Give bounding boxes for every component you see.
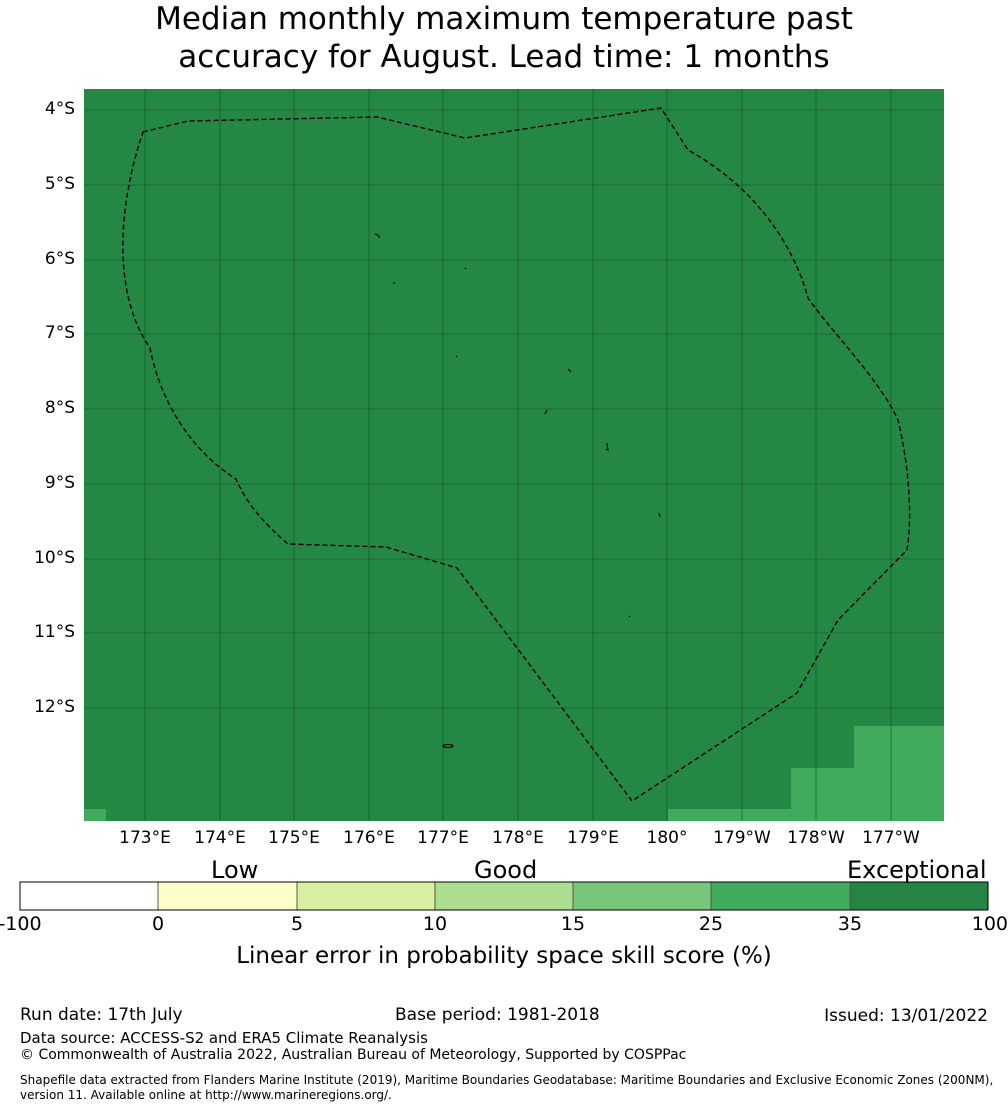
lat-label: 12°S [34,697,75,717]
lon-label: 174°E [194,828,246,848]
lat-label: 4°S [44,99,75,119]
cell-patch [668,809,792,821]
colorbar [19,881,989,911]
island [544,409,548,415]
colorbar-segment [573,882,711,910]
colorbar-segment [158,882,297,910]
lat-label: 9°S [44,473,75,493]
title-line-1: Median monthly maximum temperature past [155,1,853,37]
lon-label: 177°W [862,828,920,848]
copyright: © Commonwealth of Australia 2022, Austra… [20,1047,687,1063]
colorbar-segment [850,882,988,910]
map-background [84,89,944,821]
gridlines [84,89,944,821]
cell-patch [84,809,106,821]
legend-category-exceptional: Exceptional [847,856,987,884]
lon-label: 180° [646,828,688,848]
islands [374,233,661,749]
lon-label: 178°W [787,828,845,848]
lon-label: 175°E [268,828,320,848]
colorbar-segment [435,882,573,910]
lat-label: 7°S [44,323,75,343]
lon-label: 179°E [567,828,619,848]
lat-label: 8°S [44,398,75,418]
legend-category-good: Good [474,856,538,884]
island [567,368,572,373]
shapefile-credit-line-2: version 11. Available online at http://w… [20,1088,392,1102]
colorbar-tick: 35 [837,913,863,935]
colorbar-tick: -100 [0,913,42,935]
island [374,233,381,239]
island [605,442,609,451]
data-source: Data source: ACCESS-S2 and ERA5 Climate … [20,1029,428,1047]
colorbar-frame [19,881,989,911]
lon-label: 173°E [119,828,171,848]
run-date: Run date: 17th July [20,1005,183,1025]
lon-label: 177°E [417,828,469,848]
island [455,355,458,358]
colorbar-segment [20,882,158,910]
colorbar-segment [297,882,435,910]
colorbar-segment [711,882,850,910]
title-line-2: accuracy for August. Lead time: 1 months [178,39,830,75]
island [658,512,661,518]
lat-label: 11°S [34,622,75,642]
colorbar-tick: 5 [290,913,304,935]
cell-patch [791,768,855,821]
lon-label: 179°W [713,828,771,848]
island [464,267,467,270]
shapefile-credit-line-1: Shapefile data extracted from Flanders M… [20,1073,994,1087]
lighter-cells [84,726,944,821]
colorbar-tick: 15 [560,913,586,935]
island [442,743,454,749]
colorbar-tick: 10 [422,913,448,935]
lat-label: 10°S [34,548,75,568]
lon-label: 178°E [492,828,544,848]
colorbar-tick: 0 [151,913,165,935]
colorbar-tick: 100 [971,913,1008,935]
lon-label: 176°E [343,828,395,848]
colorbar-label: Linear error in probability space skill … [236,943,772,969]
colorbar-tick: 25 [698,913,724,935]
eez-boundary [122,107,911,802]
island [628,615,631,618]
issued-date: Issued: 13/01/2022 [824,1006,988,1026]
legend-category-low: Low [211,856,259,884]
lat-label: 5°S [44,174,75,194]
cell-patch [854,726,944,821]
lat-label: 6°S [44,249,75,269]
base-period: Base period: 1981-2018 [395,1005,600,1025]
map-title: Median monthly maximum temperature past … [0,0,1008,76]
